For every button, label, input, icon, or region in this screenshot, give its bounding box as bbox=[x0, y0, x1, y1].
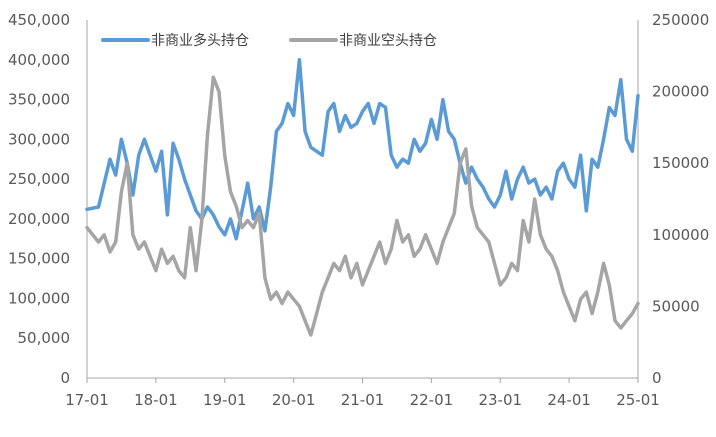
right-y-tick-label: 200000 bbox=[652, 83, 709, 101]
left-y-tick-label: 250,000 bbox=[8, 170, 70, 188]
left-y-tick-label: 350,000 bbox=[8, 91, 70, 109]
x-axis-ticks: 17-01 18-01 19-01 20-01 21-01 22-01 23-01 24-01… bbox=[65, 378, 660, 409]
left-y-tick-label: 200,000 bbox=[8, 210, 70, 228]
legend: 非商业多头持仓 非商业空头持仓 bbox=[101, 32, 437, 49]
legend-item-long[interactable]: 非商业多头持仓 bbox=[101, 32, 249, 49]
x-tick-label: 21-01 bbox=[341, 391, 385, 409]
left-y-tick-label: 150,000 bbox=[8, 250, 70, 268]
left-y-tick-label: 450,000 bbox=[8, 11, 70, 29]
right-y-tick-label: 250000 bbox=[652, 11, 709, 29]
left-y-tick-label: 400,000 bbox=[8, 51, 70, 69]
legend-label-long: 非商业多头持仓 bbox=[151, 32, 249, 49]
x-tick-label: 18-01 bbox=[134, 391, 178, 409]
right-y-axis-ticks: 0 50000 100000 150000 200000 250000 bbox=[652, 11, 709, 387]
left-y-tick-label: 0 bbox=[60, 369, 70, 387]
x-tick-label: 22-01 bbox=[410, 391, 454, 409]
x-tick-label: 17-01 bbox=[65, 391, 109, 409]
x-tick-label: 20-01 bbox=[272, 391, 316, 409]
right-y-tick-label: 100000 bbox=[652, 226, 709, 244]
x-tick-label: 24-01 bbox=[547, 391, 591, 409]
series-line-long-positions bbox=[85, 58, 640, 241]
x-tick-label: 23-01 bbox=[478, 391, 522, 409]
legend-item-short[interactable]: 非商业空头持仓 bbox=[289, 33, 437, 49]
series-line-short-positions bbox=[85, 75, 640, 337]
left-y-tick-label: 100,000 bbox=[8, 289, 70, 307]
left-y-tick-label: 50,000 bbox=[18, 329, 71, 347]
right-y-tick-label: 0 bbox=[652, 369, 662, 387]
left-y-axis-ticks: 0 50,000 100,000 150,000 200,000 250,000 300,0… bbox=[8, 11, 70, 387]
x-tick-label: 25-01 bbox=[616, 391, 660, 409]
legend-label-short: 非商业空头持仓 bbox=[339, 33, 437, 49]
right-y-tick-label: 50000 bbox=[652, 297, 700, 315]
left-y-tick-label: 300,000 bbox=[8, 130, 70, 148]
x-tick-label: 19-01 bbox=[203, 391, 247, 409]
plot-lines bbox=[85, 58, 640, 337]
right-y-tick-label: 150000 bbox=[652, 154, 709, 172]
